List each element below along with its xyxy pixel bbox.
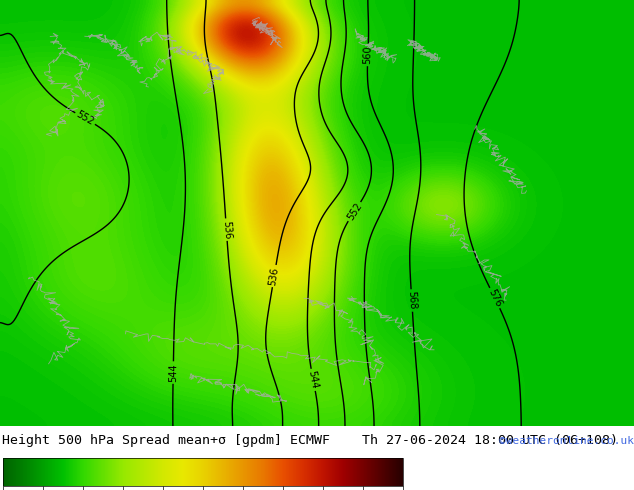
Text: 576: 576 <box>486 288 503 309</box>
Text: 568: 568 <box>406 291 417 310</box>
Text: 536: 536 <box>221 220 232 239</box>
Text: 560: 560 <box>363 46 373 64</box>
Text: 544: 544 <box>168 363 178 382</box>
Text: 552: 552 <box>345 201 364 222</box>
Text: 552: 552 <box>75 109 96 127</box>
Text: Height 500 hPa Spread mean+σ [gpdm] ECMWF    Th 27-06-2024 18:00 UTC (06+108): Height 500 hPa Spread mean+σ [gpdm] ECMW… <box>3 434 618 447</box>
Text: 544: 544 <box>307 370 320 390</box>
Text: 536: 536 <box>268 266 281 286</box>
Text: ©weatheronline.co.uk: ©weatheronline.co.uk <box>499 436 634 445</box>
